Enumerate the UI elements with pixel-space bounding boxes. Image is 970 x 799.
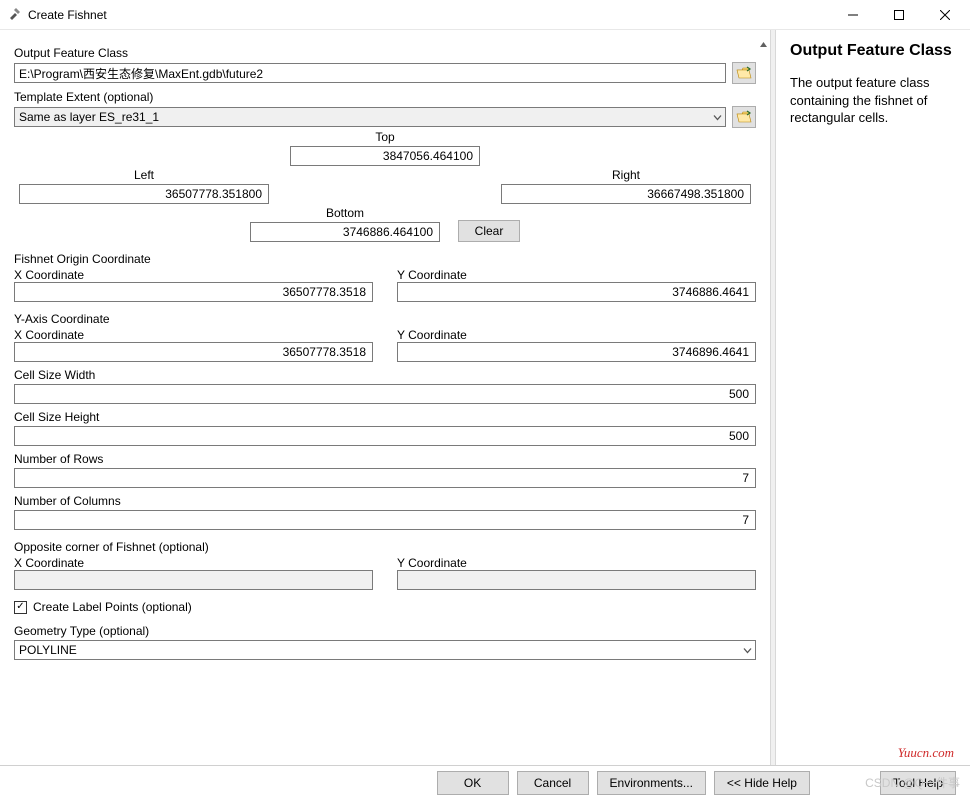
browse-extent-button[interactable]: [732, 106, 756, 128]
geometry-type-select[interactable]: [14, 640, 756, 660]
extent-box: Top Left Right Bottom: [14, 130, 756, 242]
browse-output-button[interactable]: [732, 62, 756, 84]
cancel-button[interactable]: Cancel: [517, 771, 589, 795]
create-labels-checkbox[interactable]: ✓: [14, 601, 27, 614]
extent-top-label: Top: [290, 130, 480, 144]
template-extent-select[interactable]: [14, 107, 726, 127]
scroll-up-icon[interactable]: [759, 40, 768, 49]
cell-height-label: Cell Size Height: [14, 410, 756, 424]
content-area: Output Feature Class Template Extent (op…: [0, 30, 970, 765]
extent-right-label: Right: [496, 168, 756, 182]
template-extent-value[interactable]: [14, 107, 726, 127]
origin-x-label: X Coordinate: [14, 268, 373, 282]
clear-extent-button[interactable]: Clear: [458, 220, 520, 242]
watermark-text: Yuucn.com: [898, 745, 954, 761]
bottom-bar: OK Cancel Environments... << Hide Help T…: [0, 765, 970, 799]
yaxis-y-input[interactable]: [397, 342, 756, 362]
output-feature-class-label: Output Feature Class: [14, 46, 756, 60]
num-rows-input[interactable]: [14, 468, 756, 488]
template-extent-label: Template Extent (optional): [14, 90, 756, 104]
minimize-button[interactable]: [830, 1, 876, 29]
origin-y-label: Y Coordinate: [397, 268, 756, 282]
ok-button[interactable]: OK: [437, 771, 509, 795]
opposite-x-input: [14, 570, 373, 590]
num-cols-label: Number of Columns: [14, 494, 756, 508]
cell-width-input[interactable]: [14, 384, 756, 404]
opposite-x-label: X Coordinate: [14, 556, 373, 570]
num-rows-label: Number of Rows: [14, 452, 756, 466]
help-description: The output feature class containing the …: [790, 74, 956, 127]
extent-left-input[interactable]: [19, 184, 269, 204]
opposite-y-label: Y Coordinate: [397, 556, 756, 570]
window-title: Create Fishnet: [28, 8, 830, 22]
opposite-y-input: [397, 570, 756, 590]
geometry-type-label: Geometry Type (optional): [14, 624, 756, 638]
extent-bottom-input[interactable]: [250, 222, 440, 242]
yaxis-x-label: X Coordinate: [14, 328, 373, 342]
extent-left-label: Left: [14, 168, 274, 182]
help-panel: Output Feature Class The output feature …: [776, 30, 970, 765]
maximize-button[interactable]: [876, 1, 922, 29]
opposite-section-label: Opposite corner of Fishnet (optional): [14, 540, 756, 554]
hammer-icon: [8, 6, 22, 23]
cell-height-input[interactable]: [14, 426, 756, 446]
num-cols-input[interactable]: [14, 510, 756, 530]
yaxis-y-label: Y Coordinate: [397, 328, 756, 342]
extent-bottom-label: Bottom: [250, 206, 440, 220]
geometry-type-value[interactable]: [14, 640, 756, 660]
output-feature-class-input[interactable]: [14, 63, 726, 83]
origin-x-input[interactable]: [14, 282, 373, 302]
yaxis-section-label: Y-Axis Coordinate: [14, 312, 756, 326]
folder-open-icon: [736, 110, 752, 124]
origin-section-label: Fishnet Origin Coordinate: [14, 252, 756, 266]
environments-button[interactable]: Environments...: [597, 771, 706, 795]
cell-width-label: Cell Size Width: [14, 368, 756, 382]
close-button[interactable]: [922, 1, 968, 29]
watermark-csdn: CSDN @Q一件事: [865, 774, 960, 791]
titlebar: Create Fishnet: [0, 0, 970, 30]
yaxis-x-input[interactable]: [14, 342, 373, 362]
help-title: Output Feature Class: [790, 42, 956, 60]
main-panel: Output Feature Class Template Extent (op…: [0, 30, 770, 765]
extent-top-input[interactable]: [290, 146, 480, 166]
create-labels-label: Create Label Points (optional): [33, 600, 192, 614]
hide-help-button[interactable]: << Hide Help: [714, 771, 810, 795]
folder-open-icon: [736, 66, 752, 80]
origin-y-input[interactable]: [397, 282, 756, 302]
extent-right-input[interactable]: [501, 184, 751, 204]
